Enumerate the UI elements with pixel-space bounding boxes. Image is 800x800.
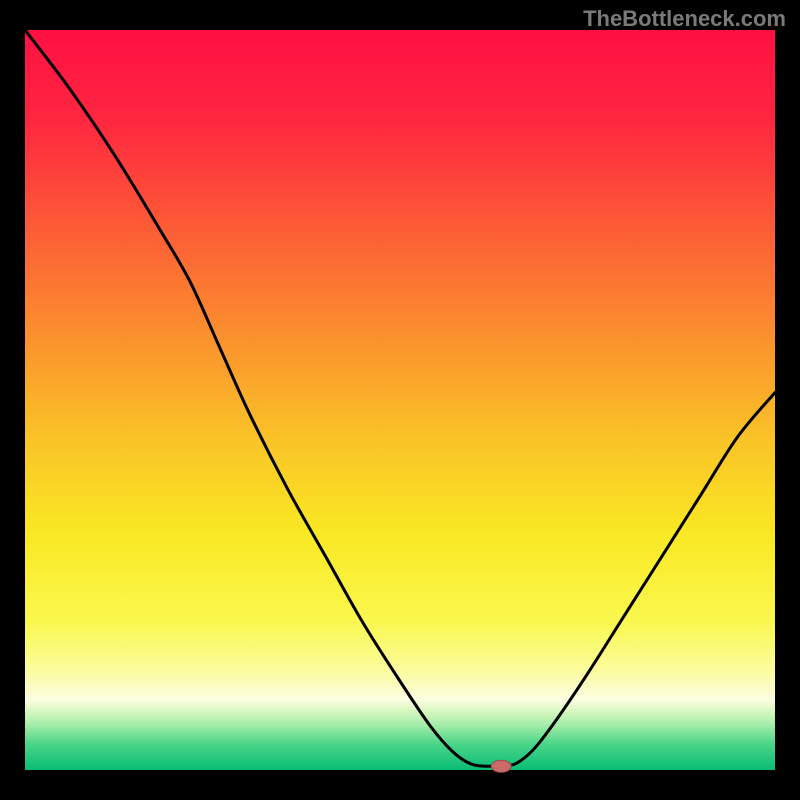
bottleneck-chart <box>0 0 800 800</box>
watermark-text: TheBottleneck.com <box>583 6 786 32</box>
plot-background <box>25 30 775 770</box>
sweet-spot-marker <box>491 760 511 772</box>
chart-container: TheBottleneck.com <box>0 0 800 800</box>
